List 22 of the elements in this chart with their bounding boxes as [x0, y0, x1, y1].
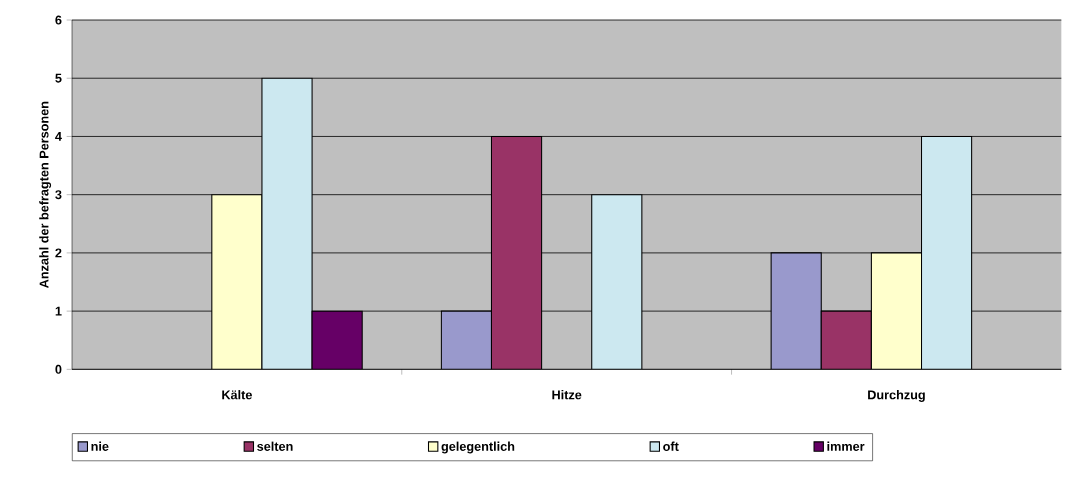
y-tick-label: 1: [55, 306, 62, 316]
y-tick-label: 3: [55, 190, 62, 200]
legend-label: immer: [827, 441, 865, 451]
bar: [820, 310, 872, 370]
legend-label: oft: [663, 441, 679, 451]
y-tick-label: 2: [55, 248, 62, 258]
legend-label: gelegentlich: [441, 441, 515, 454]
bar: [211, 194, 263, 370]
y-tick-label: 6: [55, 15, 62, 25]
bar: [440, 310, 493, 370]
x-tick-label: Kälte: [222, 390, 252, 400]
y-tick-label: 4: [55, 132, 62, 141]
x-tick-label: Hitze: [552, 390, 582, 400]
bar: [490, 135, 543, 370]
bar: [770, 252, 822, 370]
y-axis-title: Anzahl der befragten Personen: [39, 101, 52, 288]
bar: [870, 252, 923, 370]
legend-label: nie: [91, 441, 109, 451]
legend-label: selten: [257, 441, 293, 451]
x-tick-label: Durchzug: [868, 390, 925, 402]
y-tick-label: 0: [55, 364, 62, 374]
y-tick-label: 5: [55, 73, 62, 83]
